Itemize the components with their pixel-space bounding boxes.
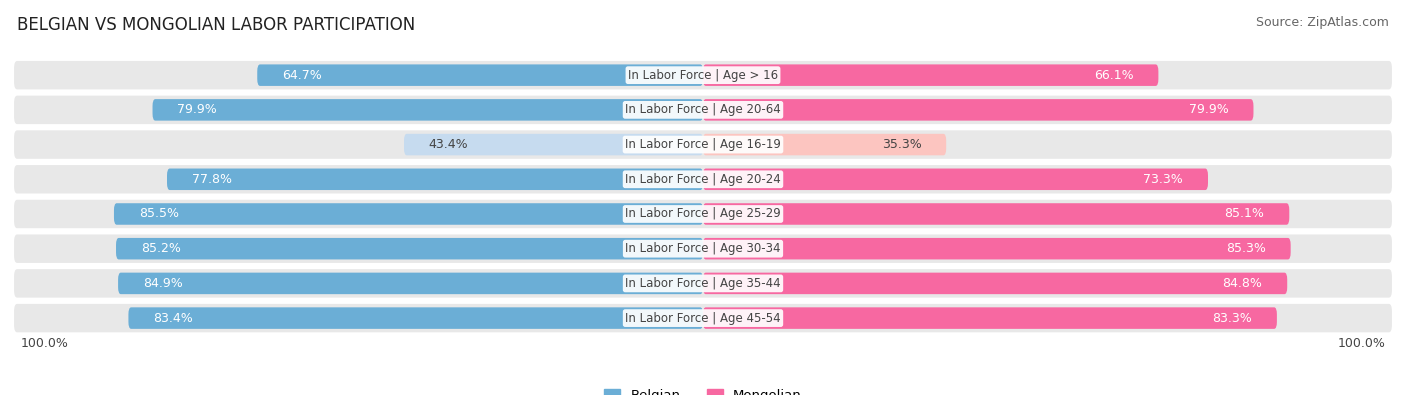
Text: In Labor Force | Age 16-19: In Labor Force | Age 16-19: [626, 138, 780, 151]
Text: Source: ZipAtlas.com: Source: ZipAtlas.com: [1256, 16, 1389, 29]
Text: 85.2%: 85.2%: [141, 242, 181, 255]
Text: 100.0%: 100.0%: [1337, 337, 1385, 350]
Text: 35.3%: 35.3%: [882, 138, 921, 151]
Text: 73.3%: 73.3%: [1143, 173, 1184, 186]
Text: BELGIAN VS MONGOLIAN LABOR PARTICIPATION: BELGIAN VS MONGOLIAN LABOR PARTICIPATION: [17, 16, 415, 34]
Text: In Labor Force | Age 35-44: In Labor Force | Age 35-44: [626, 277, 780, 290]
FancyBboxPatch shape: [703, 238, 1291, 260]
Text: In Labor Force | Age 20-64: In Labor Force | Age 20-64: [626, 103, 780, 117]
FancyBboxPatch shape: [14, 200, 1392, 228]
FancyBboxPatch shape: [703, 203, 1289, 225]
FancyBboxPatch shape: [404, 134, 703, 155]
Text: 83.4%: 83.4%: [153, 312, 193, 325]
Text: 77.8%: 77.8%: [191, 173, 232, 186]
Text: 66.1%: 66.1%: [1094, 69, 1133, 82]
FancyBboxPatch shape: [703, 273, 1288, 294]
Text: In Labor Force | Age > 16: In Labor Force | Age > 16: [628, 69, 778, 82]
FancyBboxPatch shape: [14, 96, 1392, 124]
FancyBboxPatch shape: [703, 134, 946, 155]
Text: In Labor Force | Age 20-24: In Labor Force | Age 20-24: [626, 173, 780, 186]
Text: 64.7%: 64.7%: [283, 69, 322, 82]
Text: 85.3%: 85.3%: [1226, 242, 1265, 255]
FancyBboxPatch shape: [14, 165, 1392, 194]
Legend: Belgian, Mongolian: Belgian, Mongolian: [599, 384, 807, 395]
FancyBboxPatch shape: [14, 304, 1392, 332]
FancyBboxPatch shape: [14, 61, 1392, 89]
Text: 83.3%: 83.3%: [1212, 312, 1253, 325]
Text: In Labor Force | Age 25-29: In Labor Force | Age 25-29: [626, 207, 780, 220]
FancyBboxPatch shape: [167, 169, 703, 190]
Text: 43.4%: 43.4%: [429, 138, 468, 151]
FancyBboxPatch shape: [118, 273, 703, 294]
FancyBboxPatch shape: [257, 64, 703, 86]
FancyBboxPatch shape: [117, 238, 703, 260]
Text: 85.1%: 85.1%: [1225, 207, 1264, 220]
Text: In Labor Force | Age 45-54: In Labor Force | Age 45-54: [626, 312, 780, 325]
Text: 84.8%: 84.8%: [1223, 277, 1263, 290]
Text: 79.9%: 79.9%: [1189, 103, 1229, 117]
FancyBboxPatch shape: [114, 203, 703, 225]
FancyBboxPatch shape: [14, 235, 1392, 263]
Text: 79.9%: 79.9%: [177, 103, 217, 117]
FancyBboxPatch shape: [703, 99, 1254, 120]
FancyBboxPatch shape: [128, 307, 703, 329]
FancyBboxPatch shape: [703, 169, 1208, 190]
FancyBboxPatch shape: [703, 64, 1159, 86]
FancyBboxPatch shape: [14, 269, 1392, 297]
FancyBboxPatch shape: [703, 307, 1277, 329]
Text: 100.0%: 100.0%: [21, 337, 69, 350]
Text: 84.9%: 84.9%: [143, 277, 183, 290]
Text: 85.5%: 85.5%: [139, 207, 179, 220]
FancyBboxPatch shape: [152, 99, 703, 120]
Text: In Labor Force | Age 30-34: In Labor Force | Age 30-34: [626, 242, 780, 255]
FancyBboxPatch shape: [14, 130, 1392, 159]
